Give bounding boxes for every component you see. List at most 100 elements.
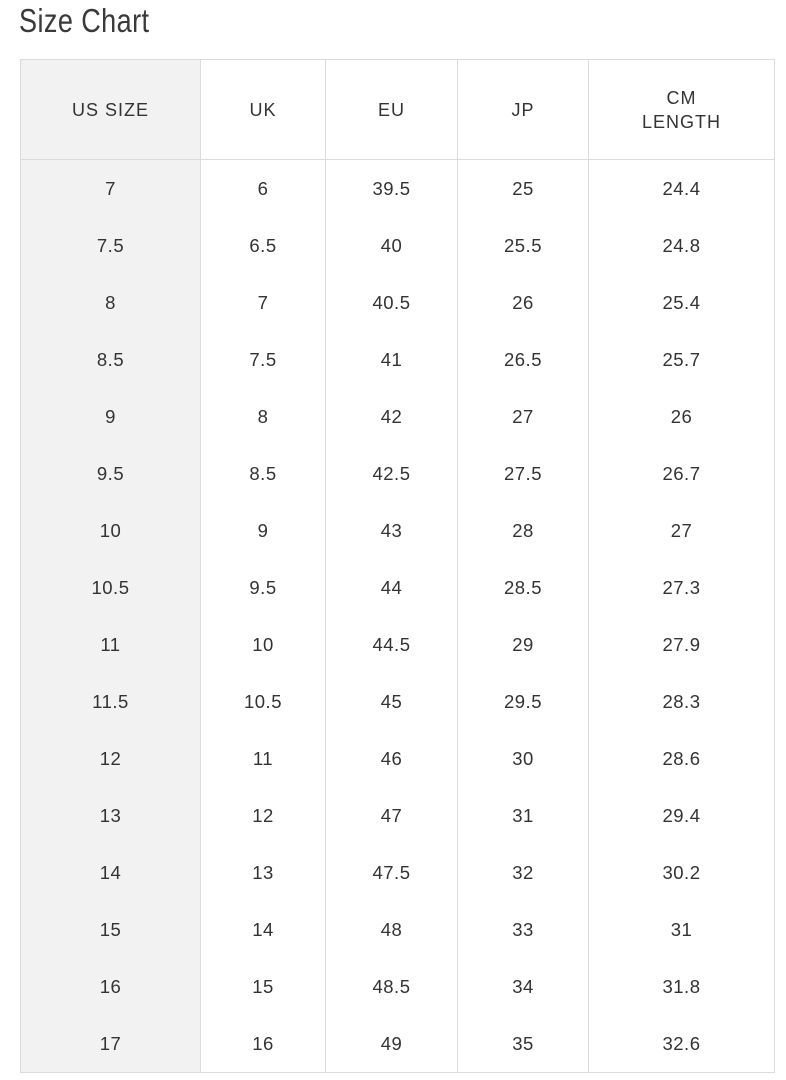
cell-eu: 47.5 (325, 844, 458, 901)
table-row: 7 6 39.5 25 24.4 (20, 159, 775, 217)
table-row: 13 12 47 31 29.4 (20, 787, 775, 844)
cell-eu: 48.5 (325, 958, 458, 1015)
cell-cm-length: 29.4 (588, 787, 775, 844)
table-row: 12 11 46 30 28.6 (20, 730, 775, 787)
page-title: Size Chart (19, 2, 150, 39)
cell-uk: 8.5 (200, 445, 326, 502)
cell-eu: 44.5 (325, 616, 458, 673)
table-row: 10 9 43 28 27 (20, 502, 775, 559)
cell-eu: 40 (325, 217, 458, 274)
table-row: 17 16 49 35 32.6 (20, 1015, 775, 1073)
cell-uk: 6 (200, 159, 326, 217)
cell-uk: 13 (200, 844, 326, 901)
cell-jp: 25 (457, 159, 589, 217)
column-header-uk: UK (200, 59, 326, 160)
cell-us-size: 7.5 (20, 217, 201, 274)
cell-uk: 12 (200, 787, 326, 844)
cell-jp: 34 (457, 958, 589, 1015)
cell-eu: 49 (325, 1015, 458, 1073)
cell-jp: 29 (457, 616, 589, 673)
cell-cm-length: 28.3 (588, 673, 775, 730)
cell-cm-length: 26 (588, 388, 775, 445)
cell-cm-length: 27 (588, 502, 775, 559)
cell-eu: 42 (325, 388, 458, 445)
column-header-eu: EU (325, 59, 458, 160)
cell-uk: 7 (200, 274, 326, 331)
table-row: 7.5 6.5 40 25.5 24.8 (20, 217, 775, 274)
cell-jp: 25.5 (457, 217, 589, 274)
table-row: 9 8 42 27 26 (20, 388, 775, 445)
cell-jp: 31 (457, 787, 589, 844)
cell-eu: 43 (325, 502, 458, 559)
cell-eu: 39.5 (325, 159, 458, 217)
cell-us-size: 10 (20, 502, 201, 559)
cell-us-size: 8.5 (20, 331, 201, 388)
cell-us-size: 17 (20, 1015, 201, 1073)
table-row: 11 10 44.5 29 27.9 (20, 616, 775, 673)
cell-eu: 42.5 (325, 445, 458, 502)
cell-jp: 30 (457, 730, 589, 787)
cell-cm-length: 25.7 (588, 331, 775, 388)
cell-cm-length: 31 (588, 901, 775, 958)
cell-cm-length: 26.7 (588, 445, 775, 502)
cell-uk: 10.5 (200, 673, 326, 730)
cell-cm-length: 30.2 (588, 844, 775, 901)
column-header-jp: JP (457, 59, 589, 160)
cell-cm-length: 27.3 (588, 559, 775, 616)
table-row: 11.5 10.5 45 29.5 28.3 (20, 673, 775, 730)
cell-jp: 35 (457, 1015, 589, 1073)
cell-uk: 16 (200, 1015, 326, 1073)
cell-us-size: 9.5 (20, 445, 201, 502)
cell-jp: 26.5 (457, 331, 589, 388)
cell-jp: 33 (457, 901, 589, 958)
cell-uk: 11 (200, 730, 326, 787)
cell-us-size: 10.5 (20, 559, 201, 616)
cell-us-size: 16 (20, 958, 201, 1015)
cell-cm-length: 32.6 (588, 1015, 775, 1073)
cell-uk: 9.5 (200, 559, 326, 616)
size-chart-table: US SIZE UK EU JP CM LENGTH 7 6 39.5 25 24.4 7.5 6.… (20, 59, 775, 1073)
cell-eu: 41 (325, 331, 458, 388)
cell-cm-length: 28.6 (588, 730, 775, 787)
cell-eu: 40.5 (325, 274, 458, 331)
cell-jp: 27 (457, 388, 589, 445)
cell-jp: 26 (457, 274, 589, 331)
cell-eu: 47 (325, 787, 458, 844)
cell-jp: 27.5 (457, 445, 589, 502)
cell-us-size: 9 (20, 388, 201, 445)
cell-jp: 29.5 (457, 673, 589, 730)
cell-uk: 8 (200, 388, 326, 445)
cell-us-size: 11.5 (20, 673, 201, 730)
cell-uk: 6.5 (200, 217, 326, 274)
cell-jp: 28 (457, 502, 589, 559)
cell-eu: 44 (325, 559, 458, 616)
cell-us-size: 13 (20, 787, 201, 844)
cell-cm-length: 25.4 (588, 274, 775, 331)
table-row: 14 13 47.5 32 30.2 (20, 844, 775, 901)
cell-uk: 15 (200, 958, 326, 1015)
cell-cm-length: 27.9 (588, 616, 775, 673)
cell-jp: 28.5 (457, 559, 589, 616)
cell-uk: 10 (200, 616, 326, 673)
table-row: 15 14 48 33 31 (20, 901, 775, 958)
cell-uk: 14 (200, 901, 326, 958)
cell-cm-length: 24.4 (588, 159, 775, 217)
cell-cm-length: 24.8 (588, 217, 775, 274)
cell-jp: 32 (457, 844, 589, 901)
cell-us-size: 8 (20, 274, 201, 331)
cell-eu: 45 (325, 673, 458, 730)
header-row: US SIZE UK EU JP CM LENGTH (20, 59, 775, 160)
cell-us-size: 14 (20, 844, 201, 901)
column-header-us-size: US SIZE (20, 59, 201, 160)
cell-us-size: 11 (20, 616, 201, 673)
cell-us-size: 12 (20, 730, 201, 787)
cell-uk: 9 (200, 502, 326, 559)
column-header-cm-length: CM LENGTH (588, 59, 775, 160)
table-row: 16 15 48.5 34 31.8 (20, 958, 775, 1015)
cell-us-size: 7 (20, 159, 201, 217)
cell-uk: 7.5 (200, 331, 326, 388)
table-row: 9.5 8.5 42.5 27.5 26.7 (20, 445, 775, 502)
table-row: 10.5 9.5 44 28.5 27.3 (20, 559, 775, 616)
table-row: 8 7 40.5 26 25.4 (20, 274, 775, 331)
cell-eu: 48 (325, 901, 458, 958)
